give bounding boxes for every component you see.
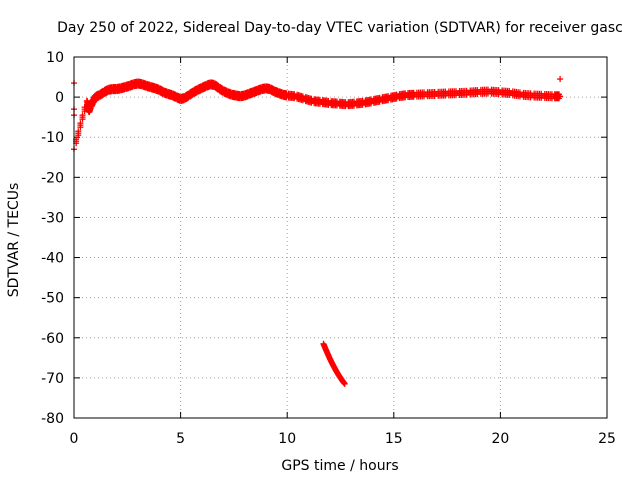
x-tick-label: 15	[385, 431, 403, 447]
x-tick-label: 10	[278, 431, 296, 447]
data-point	[79, 116, 86, 123]
x-tick-label: 5	[176, 431, 185, 447]
x-tick-label: 0	[70, 431, 79, 447]
y-tick-label: 0	[55, 90, 64, 106]
x-tick-label: 20	[491, 431, 509, 447]
y-tick-label: -50	[41, 291, 64, 307]
axis-ticks: 10 0 -10 -20 -30 -40 -50 -60 -70 -80 0 5 10 15 20 25	[41, 50, 616, 447]
x-tick-label: 25	[598, 431, 616, 447]
data-point	[557, 76, 564, 83]
y-tick-label: -20	[41, 170, 64, 186]
data-point	[557, 93, 564, 100]
y-tick-label: -10	[41, 130, 64, 146]
y-tick-label: -80	[41, 411, 64, 427]
y-tick-label: -30	[41, 210, 64, 226]
y-tick-label: -40	[41, 251, 64, 267]
plot-frame	[73, 56, 608, 419]
data-point	[75, 132, 82, 139]
y-axis-label: SDTVAR / TECUs	[6, 183, 22, 298]
y-tick-label: -60	[41, 331, 64, 347]
chart-title: Day 250 of 2022, Sidereal Day-to-day VTE…	[57, 20, 623, 36]
data-point	[341, 380, 348, 387]
grid	[74, 57, 607, 418]
y-tick-label: -70	[41, 371, 64, 387]
data-point	[77, 124, 84, 131]
x-axis-label: GPS time / hours	[281, 458, 398, 474]
data-points	[71, 76, 564, 387]
y-tick-label: 10	[46, 50, 64, 66]
